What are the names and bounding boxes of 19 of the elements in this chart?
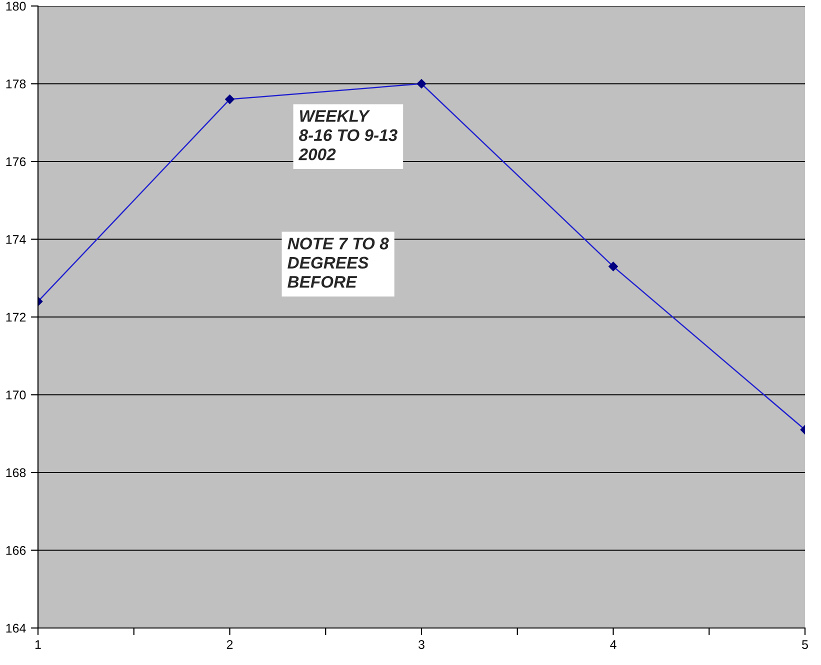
point <box>416 79 426 88</box>
y-tick-label: 164 <box>6 624 26 633</box>
y-tick-label: 172 <box>6 312 26 322</box>
y-tick-label: 176 <box>6 157 26 166</box>
annotation: WEEKLY 8-16 TO 9-13 2002 <box>298 110 398 160</box>
point <box>225 94 234 104</box>
x-tick-label: 4 <box>610 640 616 649</box>
annotation: NOTE 7 TO 8 DEGREES BEFORE <box>288 238 389 288</box>
x-tick-label: 2 <box>226 640 233 649</box>
y-tick-label: 170 <box>6 390 26 400</box>
x-tick-label: 3 <box>418 640 424 649</box>
x-tick-label: 5 <box>802 640 808 649</box>
y-tick-label: 168 <box>6 468 26 478</box>
point <box>608 262 618 272</box>
y-tick-label: 174 <box>6 235 26 244</box>
y-tick-label: 178 <box>6 80 26 88</box>
y-tick-label: 166 <box>6 546 26 555</box>
x-tick-label: 1 <box>35 640 41 649</box>
y-tick-label: 180 <box>6 2 26 11</box>
